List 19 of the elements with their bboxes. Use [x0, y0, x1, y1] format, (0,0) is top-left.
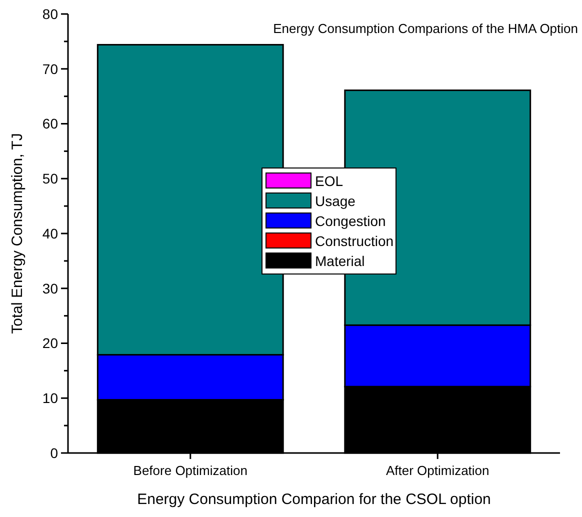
legend-label: Construction [315, 232, 394, 249]
legend-label: Material [315, 252, 365, 269]
x-axis-title: Energy Consumption Comparion for the CSOL option [137, 491, 491, 508]
legend-label: Usage [315, 192, 356, 209]
x-tick-label: Before Optimization [133, 463, 248, 478]
text: Energy Consumption Comparions of the HMA Option [273, 21, 578, 36]
y-tick-label: 50 [42, 170, 58, 187]
y-tick-label: 80 [42, 6, 58, 22]
y-axis-title: Total Energy Consumption, TJ [9, 133, 26, 334]
y-tick-label: 30 [42, 280, 58, 296]
y-tick-label: 40 [42, 225, 58, 242]
y-tick-label: 0 [50, 444, 58, 461]
y-tick-label: 10 [42, 390, 58, 406]
legend-label: Congestion [315, 212, 386, 229]
y-tick-label: 70 [42, 60, 58, 77]
x-tick-label: After Optimization [386, 463, 490, 478]
y-tick-label: 20 [42, 335, 58, 352]
legend-label: EOL [315, 172, 344, 189]
y-tick-label: 60 [42, 116, 58, 132]
